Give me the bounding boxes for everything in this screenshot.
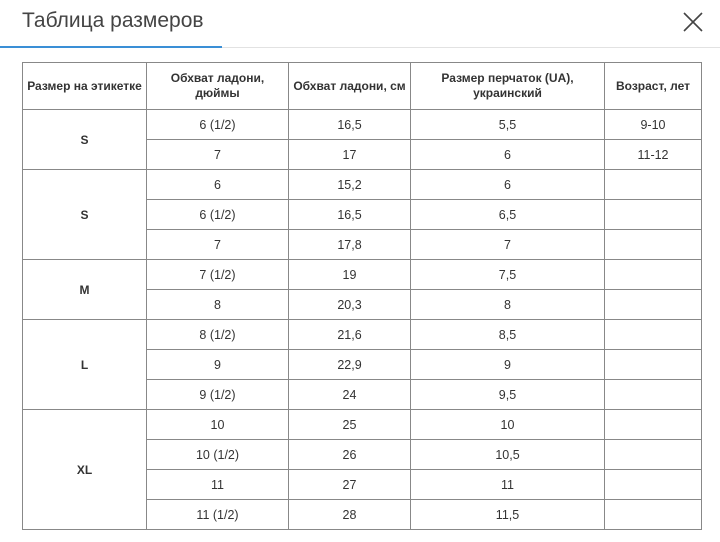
table-cell: 17 [288, 139, 411, 170]
empty-cell [604, 439, 702, 470]
table-row: 11 27 11 [23, 469, 702, 500]
header-cell: Обхват ладони, дюймы [146, 62, 289, 110]
table-cell: 7,5 [410, 259, 605, 290]
empty-cell [604, 169, 702, 200]
empty-cell [604, 199, 702, 230]
table-cell: 11 [410, 469, 605, 500]
size-cell: S [22, 109, 147, 170]
table-cell: 24 [288, 379, 411, 410]
table-cell: 19 [288, 259, 411, 290]
empty-cell [604, 229, 702, 260]
table-cell: 8 (1/2) [146, 319, 289, 350]
table-cell: 22,9 [288, 349, 411, 380]
table-row: S 6 15,2 6 [22, 169, 702, 260]
empty-cell [604, 319, 702, 350]
table-cell: 25 [288, 409, 411, 440]
tab-underline [0, 46, 222, 48]
table-cell: 26 [288, 439, 411, 470]
header-cell: Размер перчаток (UA), украинский [410, 62, 605, 110]
table-cell: 6 [410, 139, 605, 170]
empty-cell [604, 469, 702, 500]
table-cell: 7 [410, 229, 605, 260]
table-cell: 10 [410, 409, 605, 440]
table-row: 11 (1/2) 28 11,5 [23, 499, 702, 530]
table-cell: 16,5 [288, 109, 411, 140]
table-cell: 9,5 [410, 379, 605, 410]
table-cell: 6,5 [410, 199, 605, 230]
table-row: 9 (1/2) 24 9,5 [23, 379, 702, 410]
table-cell: 9 (1/2) [146, 379, 289, 410]
table-row: 8 20,3 8 [23, 289, 702, 320]
size-cell: S [22, 169, 147, 260]
divider [0, 47, 720, 48]
table-cell: 10 [146, 409, 289, 440]
header-row: Размер на этикетке Обхват ладони, дюймы Об… [22, 62, 702, 110]
table-cell: 27 [288, 469, 411, 500]
table-cell: 11,5 [410, 499, 605, 530]
empty-cell [604, 349, 702, 380]
table-cell: 9 [146, 349, 289, 380]
table-cell: 9 [410, 349, 605, 380]
table-row: XL 10 25 10 [22, 409, 702, 530]
table-cell: 9-10 [604, 109, 702, 140]
table-cell: 6 (1/2) [146, 199, 289, 230]
empty-cell [604, 409, 702, 440]
table-cell: 21,6 [288, 319, 411, 350]
header-cell: Возраст, лет [604, 62, 702, 110]
table-cell: 11 (1/2) [146, 499, 289, 530]
size-cell: XL [22, 409, 147, 530]
table-cell: 10 (1/2) [146, 439, 289, 470]
empty-cell [604, 379, 702, 410]
header-cell: Размер на этикетке [22, 62, 147, 110]
table-cell: 15,2 [288, 169, 411, 200]
table-cell: 6 (1/2) [146, 109, 289, 140]
table-cell: 7 [146, 139, 289, 170]
table-cell: 8 [146, 289, 289, 320]
empty-cell [604, 289, 702, 320]
table-cell: 6 [410, 169, 605, 200]
modal-title: Таблица размеров [22, 9, 204, 32]
table-cell: 11 [146, 469, 289, 500]
empty-cell [604, 259, 702, 290]
size-cell: L [22, 319, 147, 410]
table-cell: 8 [410, 289, 605, 320]
table-cell: 20,3 [288, 289, 411, 320]
table-cell: 17,8 [288, 229, 411, 260]
empty-cell [604, 499, 702, 530]
size-cell: M [22, 259, 147, 320]
table-row: 9 22,9 9 [23, 349, 702, 380]
table-cell: 10,5 [410, 439, 605, 470]
table-cell: 7 (1/2) [146, 259, 289, 290]
close-button[interactable] [682, 11, 704, 33]
table-cell: 16,5 [288, 199, 411, 230]
table-cell: 5,5 [410, 109, 605, 140]
table-cell: 8,5 [410, 319, 605, 350]
table-cell: 7 [146, 229, 289, 260]
header-cell: Обхват ладони, см [288, 62, 411, 110]
table-cell: 6 [146, 169, 289, 200]
table-cell: 28 [288, 499, 411, 530]
size-table: Размер на этикетке Обхват ладони, дюймы Об… [22, 62, 702, 530]
table-row: 10 (1/2) 26 10,5 [23, 439, 702, 470]
table-cell: 11-12 [604, 139, 702, 170]
